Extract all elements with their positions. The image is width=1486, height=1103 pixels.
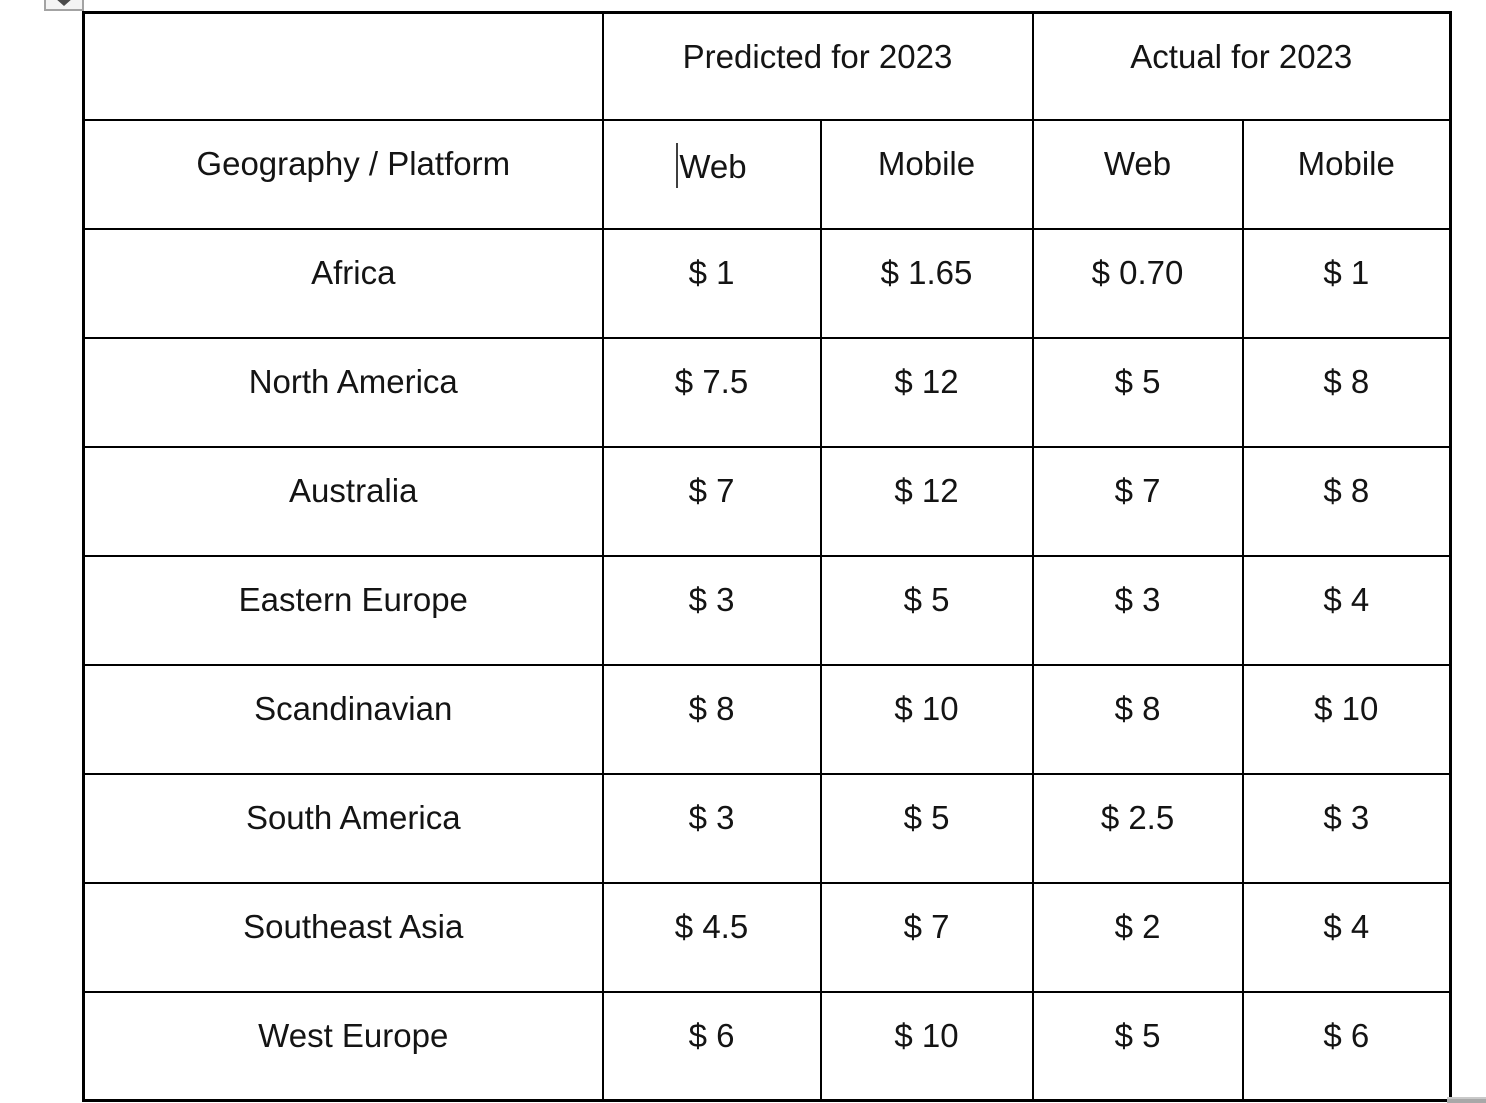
value-cell[interactable]: $ 3 xyxy=(601,772,822,884)
value-cell[interactable]: $ 3 xyxy=(1241,772,1452,884)
subheader-predicted-web[interactable]: Web xyxy=(601,118,822,230)
table-row-africa: Africa $ 1 $ 1.65 $ 0.70 $ 1 xyxy=(82,227,1452,339)
table-row-west-europe: West Europe $ 6 $ 10 $ 5 $ 6 xyxy=(82,990,1452,1102)
pricing-table: Predicted for 2023 Actual for 2023 Geogr… xyxy=(82,11,1453,1102)
column-header-geography-platform[interactable]: Geography / Platform xyxy=(82,118,604,230)
empty-corner-cell[interactable] xyxy=(82,11,604,121)
value-cell[interactable]: $ 1.65 xyxy=(819,227,1034,339)
subheader-predicted-mobile[interactable]: Mobile xyxy=(819,118,1034,230)
value-cell[interactable]: $ 1 xyxy=(1241,227,1452,339)
geography-cell[interactable]: North America xyxy=(82,336,604,448)
geography-cell[interactable]: Africa xyxy=(82,227,604,339)
value-cell[interactable]: $ 1 xyxy=(601,227,822,339)
subheader-label: Web xyxy=(1103,144,1172,182)
table-subheader-row: Geography / Platform Web Mobile Web Mobi… xyxy=(82,118,1452,230)
value-cell[interactable]: $ 8 xyxy=(1241,445,1452,557)
subheader-actual-mobile[interactable]: Mobile xyxy=(1241,118,1452,230)
table-row-eastern-europe: Eastern Europe $ 3 $ 5 $ 3 $ 4 xyxy=(82,554,1452,666)
value-cell[interactable]: $ 5 xyxy=(819,772,1034,884)
geography-cell[interactable]: Southeast Asia xyxy=(82,881,604,993)
value-cell[interactable]: $ 5 xyxy=(1031,990,1244,1102)
subheader-label: Web xyxy=(679,147,747,185)
table-row-australia: Australia $ 7 $ 12 $ 7 $ 8 xyxy=(82,445,1452,557)
table-row-north-america: North America $ 7.5 $ 12 $ 5 $ 8 xyxy=(82,336,1452,448)
value-cell[interactable]: $ 8 xyxy=(1241,336,1452,448)
header-predicted-2023[interactable]: Predicted for 2023 xyxy=(601,11,1034,121)
value-cell[interactable]: $ 6 xyxy=(601,990,822,1102)
geography-cell[interactable]: Scandinavian xyxy=(82,663,604,775)
header-actual-2023[interactable]: Actual for 2023 xyxy=(1031,11,1452,121)
value-cell[interactable]: $ 3 xyxy=(601,554,822,666)
value-cell[interactable]: $ 8 xyxy=(1031,663,1244,775)
value-cell[interactable]: $ 2 xyxy=(1031,881,1244,993)
value-cell[interactable]: $ 6 xyxy=(1241,990,1452,1102)
table-row-scandinavian: Scandinavian $ 8 $ 10 $ 8 $ 10 xyxy=(82,663,1452,775)
geography-cell[interactable]: Australia xyxy=(82,445,604,557)
chevron-down-icon xyxy=(55,0,73,6)
value-cell[interactable]: $ 7.5 xyxy=(601,336,822,448)
value-cell[interactable]: $ 4 xyxy=(1241,554,1452,666)
value-cell[interactable]: $ 7 xyxy=(1031,445,1244,557)
subheader-label: Mobile xyxy=(877,144,976,182)
subheader-label: Mobile xyxy=(1297,144,1395,182)
value-cell[interactable]: $ 12 xyxy=(819,445,1034,557)
geography-cell[interactable]: Eastern Europe xyxy=(82,554,604,666)
value-cell[interactable]: $ 10 xyxy=(819,663,1034,775)
value-cell[interactable]: $ 4 xyxy=(1241,881,1452,993)
value-cell[interactable]: $ 10 xyxy=(1241,663,1452,775)
table-group-header-row: Predicted for 2023 Actual for 2023 xyxy=(82,11,1452,121)
table-handle-dropdown-button[interactable] xyxy=(44,0,84,11)
horizontal-scrollbar-fragment[interactable] xyxy=(1447,1097,1486,1103)
value-cell[interactable]: $ 5 xyxy=(1031,336,1244,448)
value-cell[interactable]: $ 8 xyxy=(601,663,822,775)
value-cell[interactable]: $ 7 xyxy=(819,881,1034,993)
value-cell[interactable]: $ 12 xyxy=(819,336,1034,448)
value-cell[interactable]: $ 2.5 xyxy=(1031,772,1244,884)
table-row-south-america: South America $ 3 $ 5 $ 2.5 $ 3 xyxy=(82,772,1452,884)
value-cell[interactable]: $ 10 xyxy=(819,990,1034,1102)
value-cell[interactable]: $ 3 xyxy=(1031,554,1244,666)
value-cell[interactable]: $ 4.5 xyxy=(601,881,822,993)
table-row-southeast-asia: Southeast Asia $ 4.5 $ 7 $ 2 $ 4 xyxy=(82,881,1452,993)
text-cursor xyxy=(676,142,679,188)
value-cell[interactable]: $ 0.70 xyxy=(1031,227,1244,339)
value-cell[interactable]: $ 5 xyxy=(819,554,1034,666)
geography-cell[interactable]: West Europe xyxy=(82,990,604,1102)
geography-cell[interactable]: South America xyxy=(82,772,604,884)
subheader-actual-web[interactable]: Web xyxy=(1031,118,1244,230)
value-cell[interactable]: $ 7 xyxy=(601,445,822,557)
